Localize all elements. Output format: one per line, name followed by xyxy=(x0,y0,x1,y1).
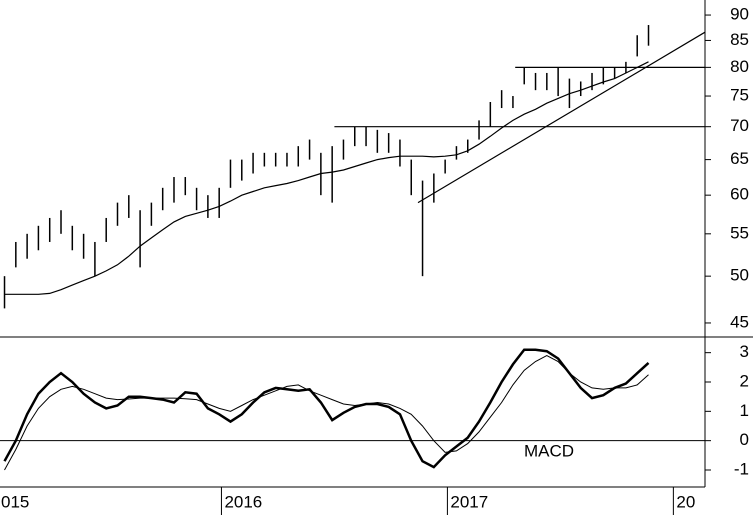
macd-line xyxy=(4,355,649,471)
y-tick-label: 70 xyxy=(730,116,749,135)
y-tick-label: 65 xyxy=(730,149,749,168)
trend-line xyxy=(417,31,706,204)
y-tick-label: 75 xyxy=(730,86,749,105)
x-tick-label: 20 xyxy=(676,492,695,511)
annotation: MACD xyxy=(524,441,574,460)
y-tick-label: 80 xyxy=(730,57,749,76)
y-tick-label: 55 xyxy=(730,223,749,242)
y-tick-label: 0 xyxy=(740,430,749,449)
x-tick-label: 2016 xyxy=(224,492,262,511)
y-tick-label: 90 xyxy=(730,5,749,24)
x-tick-label: 2017 xyxy=(450,492,488,511)
y-tick-label: 3 xyxy=(740,342,749,361)
macd-line xyxy=(3,348,650,469)
x-tick-label: 015 xyxy=(1,492,29,511)
y-tick-label: 50 xyxy=(730,266,749,285)
y-tick-label: 1 xyxy=(740,401,749,420)
y-tick-label: 2 xyxy=(740,371,749,390)
y-tick-label: 85 xyxy=(730,30,749,49)
y-tick-label: 45 xyxy=(730,312,749,331)
y-tick-label: 60 xyxy=(730,185,749,204)
y-tick-label: -1 xyxy=(734,459,749,478)
moving-average xyxy=(4,61,649,295)
